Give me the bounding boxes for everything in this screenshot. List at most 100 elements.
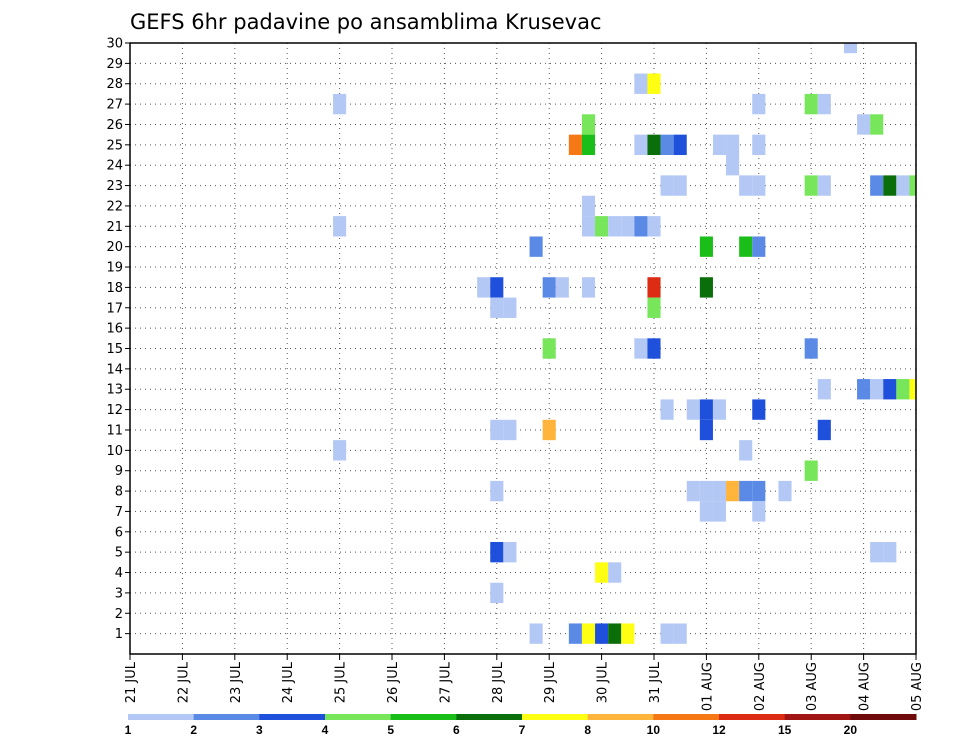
heatmap-cell xyxy=(333,440,347,461)
y-tick-label: 30 xyxy=(106,37,123,52)
x-tick-label: 04 AUG xyxy=(858,662,873,711)
heatmap-cell xyxy=(739,440,753,461)
heatmap-cell xyxy=(699,480,713,502)
heatmap-cell xyxy=(699,399,713,420)
heatmap-cell xyxy=(477,277,491,298)
x-tick-label: 22 JUL xyxy=(176,661,191,703)
colorbar-tick-label: 4 xyxy=(322,723,329,737)
heatmap-cell xyxy=(647,216,661,237)
heatmap-cell xyxy=(595,623,609,644)
heatmap-cell xyxy=(490,277,504,298)
heatmap-cell xyxy=(817,93,831,115)
colorbar-swatch xyxy=(128,714,195,720)
heatmap-cell xyxy=(660,134,674,156)
y-tick-label: 7 xyxy=(115,505,123,520)
heatmap-cell xyxy=(752,236,766,257)
x-tick-label: 31 JUL xyxy=(648,661,663,703)
heatmap-cell xyxy=(647,338,661,359)
heatmap-cell xyxy=(568,134,582,156)
colorbar-tick-label: 10 xyxy=(647,723,661,737)
heatmap-cell xyxy=(621,216,635,237)
x-tick-label: 28 JUL xyxy=(491,661,506,703)
heatmap-cell xyxy=(739,236,753,257)
x-axis: 21 JUL 22 JUL 23 JUL 24 JUL 25 JUL 26 JUL 27 J… xyxy=(124,654,925,711)
heatmap-cell xyxy=(804,175,818,196)
heatmap-cell xyxy=(581,277,596,298)
heatmap-cell xyxy=(333,93,347,115)
heatmap-cell xyxy=(909,379,916,400)
x-tick-label: 23 JUL xyxy=(229,661,244,703)
y-tick-label: 27 xyxy=(106,98,123,113)
heatmap-cell xyxy=(503,541,517,563)
cells-layer xyxy=(333,43,916,644)
heatmap-cell xyxy=(699,236,713,257)
heatmap-cell xyxy=(857,114,871,135)
heatmap-cell xyxy=(712,480,727,502)
heatmap-cell xyxy=(739,480,753,502)
colorbar-swatch xyxy=(653,714,720,720)
colorbar-tick-label: 5 xyxy=(387,723,394,737)
heatmap-cell xyxy=(568,623,582,644)
x-tick-label: 30 JUL xyxy=(596,661,611,703)
heatmap-cell xyxy=(870,114,884,135)
colorbar-swatch xyxy=(719,714,786,720)
heatmap-cell xyxy=(333,216,347,237)
heatmap-cell xyxy=(909,175,916,196)
colorbar-swatch xyxy=(259,714,326,720)
heatmap-cell xyxy=(752,399,766,420)
heatmap-cell xyxy=(634,73,648,94)
heatmap-cell xyxy=(634,338,648,359)
heatmap-cell xyxy=(490,541,504,563)
heatmap-cell xyxy=(581,216,596,237)
heatmap-cell xyxy=(503,419,517,441)
heatmap-cell xyxy=(752,480,766,502)
x-tick-label: 27 JUL xyxy=(438,661,453,703)
y-tick-label: 24 xyxy=(106,159,123,174)
y-tick-label: 17 xyxy=(106,301,123,316)
heatmap-cell xyxy=(726,134,740,156)
heatmap-cell xyxy=(870,541,884,563)
grid-layer xyxy=(130,42,916,654)
heatmap-cell xyxy=(726,480,740,502)
colorbar-tick-label: 6 xyxy=(453,723,460,737)
heatmap-cell xyxy=(581,134,596,156)
heatmap-cell xyxy=(581,623,596,644)
y-tick-label: 19 xyxy=(106,261,123,276)
heatmap-cell xyxy=(647,134,661,156)
x-tick-label: 26 JUL xyxy=(386,661,401,703)
heatmap-cell xyxy=(712,399,727,420)
colorbar-tick-label: 2 xyxy=(190,723,197,737)
heatmap-cell xyxy=(712,134,727,156)
heatmap-cell xyxy=(817,379,831,400)
heatmap-cell xyxy=(752,93,766,115)
x-tick-label: 24 JUL xyxy=(281,661,296,703)
chart-title: GEFS 6hr padavine po ansamblima Krusevac xyxy=(130,10,602,34)
y-tick-label: 26 xyxy=(106,118,123,133)
heatmap-cell xyxy=(542,338,556,359)
heatmap-cell xyxy=(529,623,543,644)
colorbar-tick-label: 7 xyxy=(519,723,526,737)
heatmap-cell xyxy=(699,419,713,441)
heatmap-cell xyxy=(621,623,635,644)
heatmap-cell xyxy=(883,379,897,400)
y-tick-label: 16 xyxy=(106,322,123,337)
colorbar-tick-label: 8 xyxy=(584,723,591,737)
x-tick-label: 21 JUL xyxy=(124,661,139,703)
colorbar-tick-label: 3 xyxy=(256,723,263,737)
heatmap-cell xyxy=(870,175,884,196)
y-tick-label: 12 xyxy=(106,403,123,418)
y-tick-label: 3 xyxy=(115,586,123,601)
heatmap-cell xyxy=(608,562,622,583)
y-axis: 1234567891011121314151617181920212223242… xyxy=(106,37,130,642)
x-tick-label: 01 AUG xyxy=(700,662,715,711)
colorbar: 1 2 3 4 5 6 7 8 10 12 15 20 xyxy=(125,714,917,737)
y-tick-label: 29 xyxy=(106,57,123,72)
y-tick-label: 10 xyxy=(106,444,123,459)
y-tick-label: 21 xyxy=(106,220,123,235)
heatmap-cell xyxy=(595,216,609,237)
heatmap-cell xyxy=(804,338,818,359)
colorbar-swatch xyxy=(850,714,917,720)
heatmap-cell xyxy=(699,501,713,522)
x-tick-label: 25 JUL xyxy=(334,661,349,703)
colorbar-tick-label: 15 xyxy=(778,723,792,737)
